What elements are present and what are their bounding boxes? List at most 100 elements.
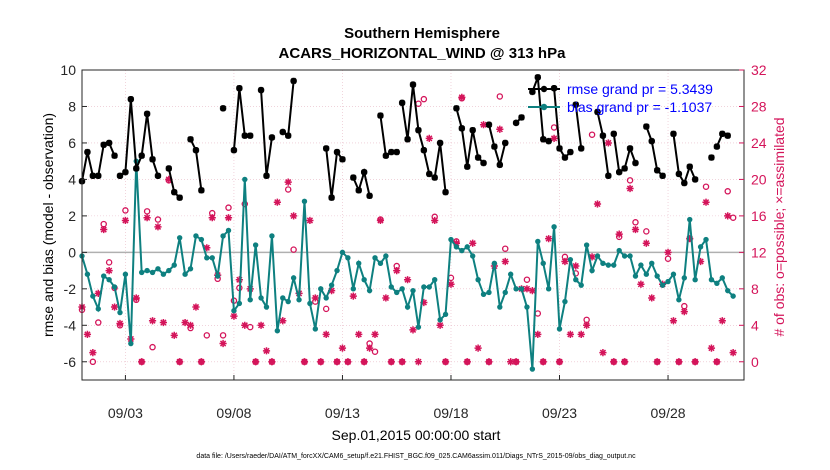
bias-point <box>269 233 275 239</box>
bias-point <box>687 216 693 223</box>
rmse-point <box>648 137 655 145</box>
bias-point <box>404 304 411 310</box>
bias-point <box>638 262 644 268</box>
x-tick-label: 09/28 <box>651 405 686 421</box>
rmse-point <box>111 152 118 159</box>
bias-point <box>361 277 367 283</box>
obs-assimilated-marker <box>441 358 450 366</box>
rmse-line <box>433 142 447 193</box>
bias-point <box>274 328 281 334</box>
obs-possible-marker <box>371 348 379 355</box>
bias-point <box>290 275 297 281</box>
obs-possible-marker <box>95 319 102 326</box>
bias-point <box>307 300 313 307</box>
bias-point <box>383 253 389 259</box>
bias-point <box>231 308 237 314</box>
obs-assimilated-marker <box>371 330 379 339</box>
bias-point <box>659 282 666 288</box>
obs-assimilated-marker <box>241 321 249 329</box>
obs-assimilated-marker <box>474 344 482 352</box>
rmse-point <box>192 147 200 154</box>
obs-possible-marker <box>626 177 634 184</box>
bias-point <box>144 267 150 274</box>
bias-point <box>258 295 264 301</box>
obs-assimilated-marker <box>713 358 721 366</box>
rmse-point <box>491 143 498 150</box>
obs-assimilated-marker <box>702 198 710 206</box>
bias-point <box>459 247 465 254</box>
rmse-point <box>458 125 466 132</box>
obs-assimilated-marker <box>387 358 395 366</box>
bias-point <box>182 271 188 277</box>
obs-possible-marker <box>496 93 504 100</box>
obs-assimilated-marker <box>588 253 596 261</box>
bias-point <box>676 297 682 303</box>
bias-point <box>225 227 232 234</box>
bias-point <box>399 286 405 292</box>
obs-possible-marker <box>415 100 422 107</box>
rmse-line <box>97 141 116 176</box>
bias-point <box>301 198 308 204</box>
obs-assimilated-marker <box>664 248 672 256</box>
obs-possible-marker <box>284 186 292 193</box>
rmse-line <box>189 138 203 191</box>
x-tick-label: 09/13 <box>325 405 360 421</box>
rmse-point <box>426 170 433 178</box>
obs-assimilated-marker <box>577 330 585 339</box>
y2-tick-label: 20 <box>751 171 767 187</box>
bias-point <box>697 244 704 250</box>
obs-assimilated-marker <box>642 239 650 247</box>
y-tick-label: 8 <box>68 98 76 114</box>
rmse-point <box>339 156 346 163</box>
obs-assimilated-marker <box>566 330 574 339</box>
bias-point <box>670 271 677 277</box>
bias-point <box>280 295 286 301</box>
obs-possible-marker <box>203 332 211 339</box>
obs-assimilated-marker <box>165 175 173 184</box>
y-tick-label: 4 <box>68 171 76 187</box>
obs-assimilated-marker <box>485 358 493 366</box>
obs-assimilated-marker <box>181 318 189 327</box>
bias-point <box>730 293 736 299</box>
obs-assimilated-marker <box>290 212 298 220</box>
rmse-point <box>198 187 205 194</box>
obs-assimilated-marker <box>355 330 363 339</box>
rmse-line <box>352 168 371 197</box>
bias-point <box>605 262 612 268</box>
x-tick-label: 09/18 <box>433 405 468 421</box>
obs-assimilated-marker <box>197 358 205 366</box>
bias-point <box>242 176 248 183</box>
bias-point <box>187 266 194 272</box>
legend-bias-marker <box>540 103 548 111</box>
rmse-point <box>496 161 504 169</box>
obs-possible-marker <box>225 204 232 211</box>
bias-point <box>725 287 731 294</box>
obs-possible-marker <box>550 124 558 131</box>
rmse-point <box>599 132 607 139</box>
rmse-line <box>232 88 251 151</box>
bias-point <box>334 267 340 274</box>
rmse-point <box>567 148 574 156</box>
bias-point <box>345 255 351 261</box>
obs-assimilated-marker <box>496 125 504 133</box>
rmse-line <box>553 88 572 160</box>
rmse-point <box>632 159 639 167</box>
obs-assimilated-marker <box>300 358 309 366</box>
obs-possible-marker <box>290 246 297 253</box>
rmse-point <box>474 154 482 161</box>
rmse-point <box>540 136 547 143</box>
obs-assimilated-marker <box>110 303 119 311</box>
obs-assimilated-marker <box>121 216 130 225</box>
bias-point <box>193 233 199 239</box>
bias-point <box>176 235 183 241</box>
obs-possible-marker <box>534 310 542 317</box>
obs-assimilated-marker <box>83 330 92 339</box>
obs-possible-marker <box>588 131 596 138</box>
obs-assimilated-marker <box>637 280 645 288</box>
y2-tick-label: 24 <box>751 135 767 151</box>
bias-point <box>703 236 709 243</box>
obs-assimilated-marker <box>403 276 412 284</box>
bias-point <box>491 260 498 266</box>
y2-tick-label: 28 <box>751 98 767 114</box>
bias-point <box>366 287 373 294</box>
